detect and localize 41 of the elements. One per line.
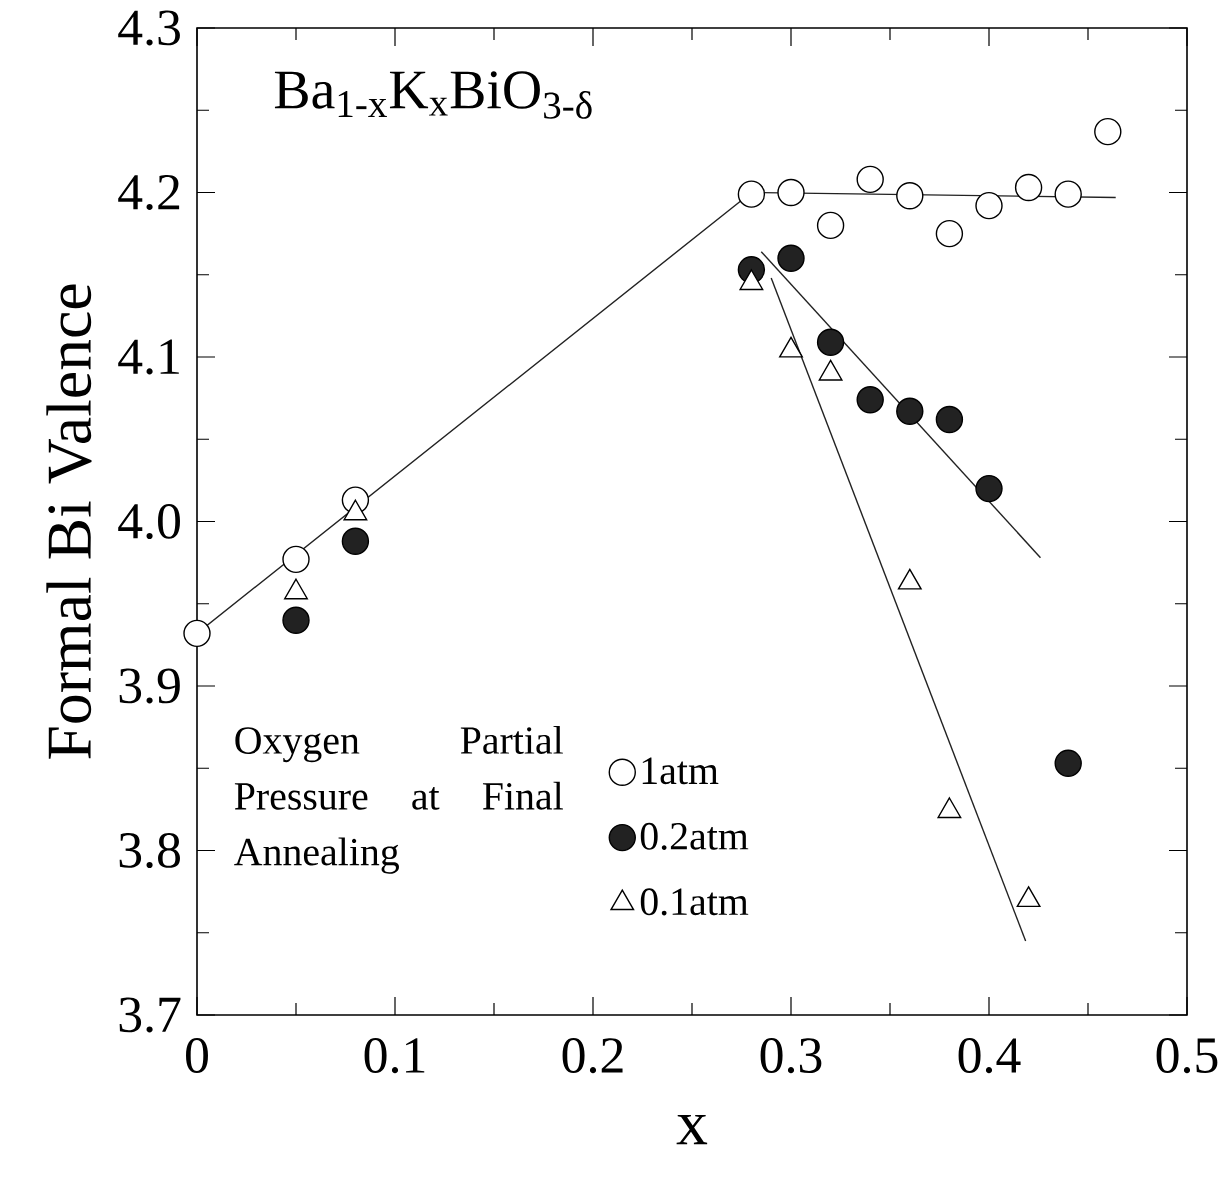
point bbox=[856, 386, 884, 414]
x-tick-label: 0.4 bbox=[958, 1038, 1021, 1074]
legend-label: 0.1atm bbox=[640, 888, 749, 916]
point bbox=[816, 211, 845, 240]
point bbox=[896, 397, 924, 425]
point bbox=[777, 244, 805, 272]
point bbox=[975, 191, 1003, 220]
point bbox=[282, 606, 310, 634]
x-tick-label: 0.5 bbox=[1156, 1038, 1218, 1074]
y-tick-label: 4.0 bbox=[118, 503, 180, 540]
point bbox=[935, 219, 964, 248]
point bbox=[1054, 749, 1082, 778]
point bbox=[816, 328, 845, 356]
y-tick-label: 3.7 bbox=[119, 997, 181, 1033]
y-tick-label: 4.1 bbox=[118, 339, 179, 375]
point bbox=[183, 619, 211, 648]
point bbox=[1014, 173, 1043, 202]
y-tick-label: 3.9 bbox=[119, 668, 180, 704]
point bbox=[896, 182, 924, 210]
point bbox=[935, 405, 964, 434]
y-tick-label: 3.8 bbox=[119, 832, 180, 869]
point bbox=[856, 165, 884, 194]
point bbox=[777, 178, 805, 207]
x-axis-title: x bbox=[676, 1114, 708, 1145]
legend-label: 1atm bbox=[642, 757, 719, 785]
point bbox=[282, 545, 310, 574]
y-tick-label: 4.2 bbox=[118, 174, 180, 210]
x-tick-label: 0.2 bbox=[562, 1038, 623, 1074]
x-tick-label: 0 bbox=[186, 1038, 208, 1073]
y-tick-label: 4.3 bbox=[118, 10, 180, 46]
legend-title: Oxygen Partial Pressure at Final Annealing bbox=[234, 725, 563, 874]
point bbox=[975, 474, 1003, 503]
x-tick-label: 0.1 bbox=[364, 1038, 425, 1074]
point bbox=[341, 527, 370, 555]
text: Ba$_{1-x}$K$_{x}$BiO$_{3-δ}$ bbox=[274, 71, 592, 119]
point bbox=[1094, 117, 1122, 146]
point bbox=[1054, 180, 1082, 208]
legend-label: 0.2atm bbox=[640, 822, 749, 850]
y-axis-title: Formal Bi Valence bbox=[46, 284, 92, 759]
x-tick-label: 0.3 bbox=[760, 1038, 822, 1074]
point bbox=[737, 180, 766, 208]
